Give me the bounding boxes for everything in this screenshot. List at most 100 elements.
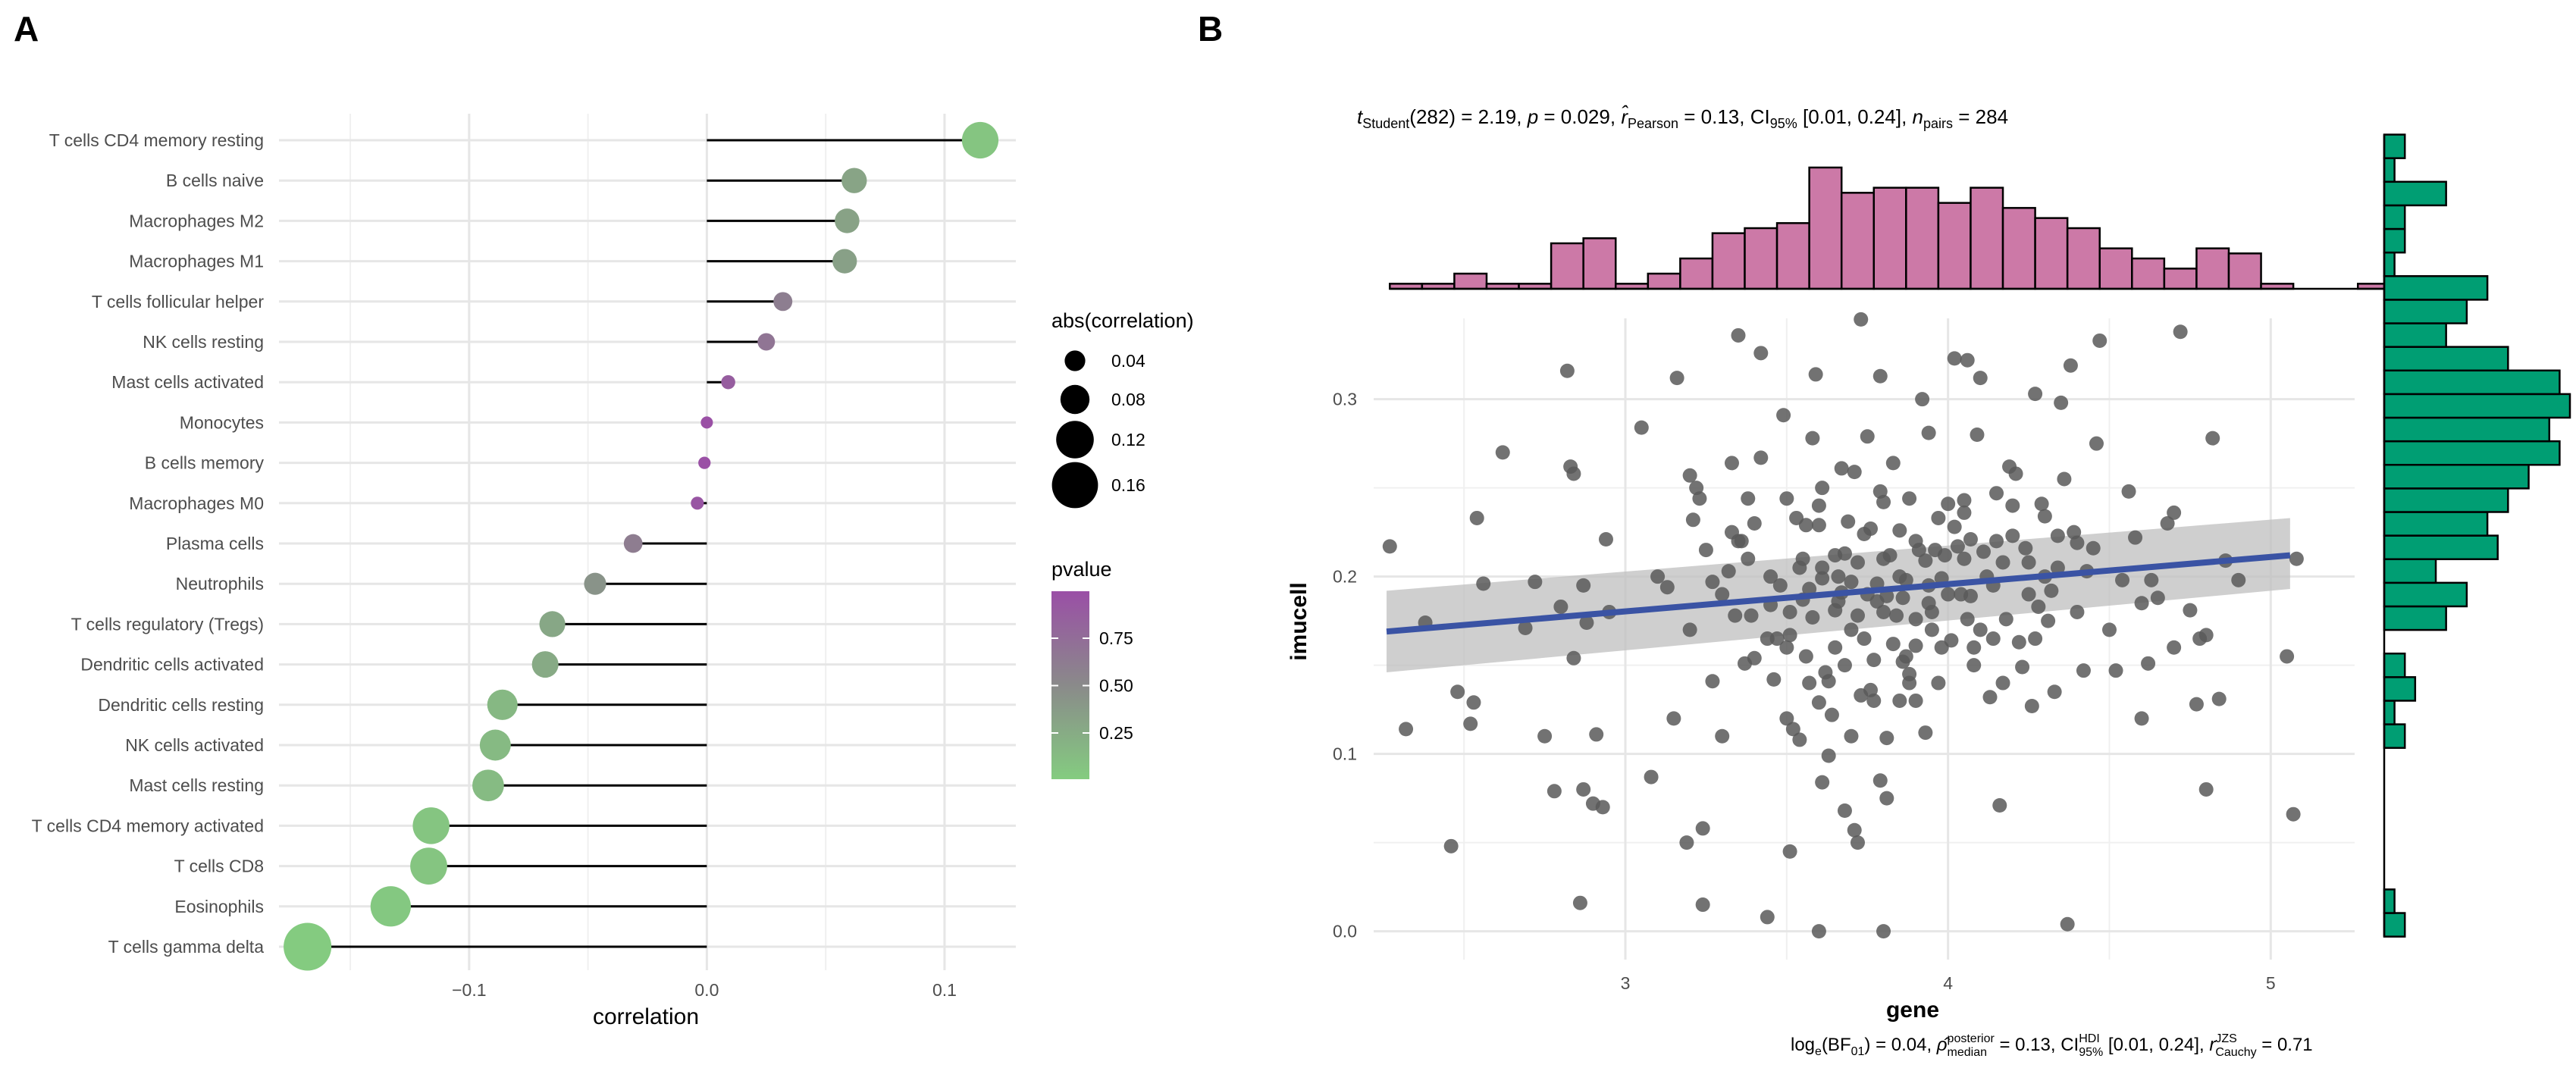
scatter-point [1989,534,2004,549]
scatter-point [1802,675,1817,691]
category-label: NK cells activated [125,735,264,755]
scatter-point [1921,425,1936,440]
scatter-point [2128,530,2143,545]
scatter-point [1985,631,2001,647]
x-histogram-bar [2131,257,2166,290]
stat-n-subscript: pairs [1923,116,1953,131]
scatter-point [1828,640,1843,655]
category-label: Dendritic cells activated [80,655,264,675]
stat-bf-value: ) = 0.04, [1864,1035,1936,1055]
scatter-point [1463,716,1478,731]
scatter-point [1837,546,1852,561]
category-label: B cells naive [166,171,264,190]
scatter-point [2070,535,2085,550]
scatter-point [1811,518,1826,533]
y-histogram-bar [2383,605,2447,631]
scatter-point [1579,615,1594,630]
scatter-point [1815,481,1830,496]
stat-ci-value-b: [0.01, 0.24], [2103,1035,2209,1055]
lollipop-dot [623,534,643,553]
scatter-point [2076,663,2091,678]
scatter-point [1866,653,1882,668]
scatter-point [2021,555,2036,570]
scatter-point [1921,596,1936,611]
scatter-point [1821,748,1836,763]
scatter-point [1957,505,1972,520]
scatter-point [1659,580,1675,595]
panel-a-category-labels: T cells CD4 memory resting B cells naive M… [32,130,265,957]
stats-top-text: tStudent(282) = 2.19, p = 0.029, r̂Pears… [1357,105,2008,131]
x-histogram-bar [2195,247,2230,290]
scatter-point [1947,519,1962,534]
scatter-point [1634,420,1649,435]
scatter-point [1892,693,1907,708]
scatter-point [1682,468,1697,483]
scatter-point [1847,822,1862,838]
category-label: Monocytes [180,412,264,432]
category-label: T cells regulatory (Tregs) [71,614,264,634]
scatter-point [2047,684,2062,700]
size-legend-label: 0.12 [1111,430,1145,449]
stat-n-value: = 284 [1953,105,2008,128]
scatter-point [1966,640,1982,655]
panel-b-x-axis-title: gene [1886,998,1939,1023]
color-legend-label: 0.25 [1099,723,1133,743]
scatter-point [2018,540,2033,556]
scatter-point [1863,521,1879,536]
scatter-point [2063,358,2078,373]
scatter-point [1589,727,1604,742]
stat-r-subscript: Pearson [1628,116,1678,131]
scatter-point [1811,924,1826,939]
panel-b-x-tick-labels: 3 4 5 [1621,973,2276,993]
color-legend-title: pvalue [1051,558,1112,581]
scatter-point [1821,674,1836,689]
scatter-point [1889,608,1904,623]
stat-rho-value: = 0.13, CI [1995,1035,2079,1055]
scatter-point [1753,450,1769,465]
scatter-point [1805,609,1820,625]
scatter-point [1837,803,1852,819]
scatter-point [1537,728,1553,744]
stat-t-subscript: Student [1362,116,1409,131]
stat-r-value-b: = 0.71 [2257,1035,2313,1055]
x-tick-label: 3 [1621,973,1631,993]
size-legend: abs(correlation) 0.04 0.08 0.12 0.16 [1051,309,1194,509]
category-label: T cells CD4 memory resting [49,130,264,150]
panel-b-y-tick-labels: 0.0 0.1 0.2 0.3 [1333,390,1357,941]
scatter-point [1857,631,1872,647]
scatter-point [1879,791,1894,806]
category-label: T cells gamma delta [108,937,265,957]
scatter-point [1779,711,1794,726]
y-histogram-bar [2383,440,2561,466]
scatter-point [1559,363,1575,378]
x-tick-label: 4 [1943,973,1953,993]
category-label: Dendritic cells resting [98,695,264,715]
regression-line [1386,552,2291,635]
scatter-point [2231,572,2246,587]
scatter-point [1931,675,1946,691]
x-tick-label: 0.1 [932,980,957,1000]
stat-p-value: = 0.029, [1538,105,1621,128]
scatter-point [1566,466,1581,481]
y-histogram-bar [2383,157,2396,183]
size-legend-dot [1051,462,1098,509]
category-label: NK cells resting [143,332,264,352]
scatter-point [1715,728,1730,744]
scatter-point [1695,897,1710,913]
y-histogram-bar [2383,204,2406,230]
scatter-point [1798,649,1813,664]
scatter-point [1679,835,1694,850]
scatter-point [1970,427,1985,442]
scatter-point [1885,637,1901,652]
y-histogram-bar [2383,487,2509,513]
scatter-point [1837,658,1852,673]
lollipop-dot [700,416,713,429]
scatter-point [1876,604,1891,619]
scatter-point [1924,622,1939,637]
scatter-point [1782,628,1797,643]
scatter-point [2021,587,2036,602]
scatter-point [1576,578,1591,593]
scatter-point [2141,656,2156,671]
scatter-point [1815,775,1830,790]
